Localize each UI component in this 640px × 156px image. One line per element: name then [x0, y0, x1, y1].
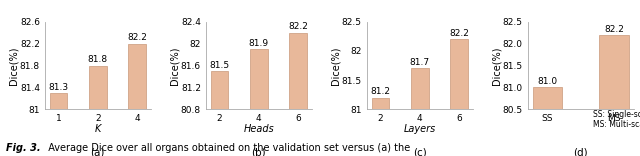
- Bar: [599, 35, 628, 109]
- Text: Fig. 3.: Fig. 3.: [6, 143, 41, 153]
- Bar: [50, 93, 67, 109]
- Text: 82.2: 82.2: [127, 33, 147, 42]
- Text: 81.2: 81.2: [371, 87, 390, 96]
- Bar: [250, 49, 268, 109]
- Text: 81.7: 81.7: [410, 58, 429, 67]
- Text: SS: Single-scale
MS: Multi-scale: SS: Single-scale MS: Multi-scale: [593, 110, 640, 129]
- Text: 82.2: 82.2: [288, 22, 308, 32]
- Y-axis label: Dice(%): Dice(%): [8, 46, 19, 85]
- Text: 82.2: 82.2: [604, 25, 624, 34]
- Text: (c): (c): [413, 148, 426, 156]
- Y-axis label: Dice(%): Dice(%): [492, 46, 501, 85]
- Text: (b): (b): [252, 148, 266, 156]
- Text: (a): (a): [91, 148, 105, 156]
- Text: 81.9: 81.9: [249, 39, 269, 48]
- X-axis label: Heads: Heads: [243, 124, 274, 134]
- Bar: [89, 66, 107, 109]
- Bar: [211, 71, 228, 109]
- Text: Average Dice over all organs obtained on the validation set versus (a) the: Average Dice over all organs obtained on…: [42, 143, 410, 153]
- Bar: [128, 44, 146, 109]
- Text: 81.0: 81.0: [538, 77, 557, 86]
- Text: 81.3: 81.3: [49, 83, 68, 92]
- Y-axis label: Dice(%): Dice(%): [170, 46, 179, 85]
- Bar: [372, 98, 389, 109]
- X-axis label: K: K: [95, 124, 101, 134]
- Text: (d): (d): [573, 148, 588, 156]
- X-axis label: Layers: Layers: [404, 124, 436, 134]
- Text: 81.8: 81.8: [88, 55, 108, 64]
- Y-axis label: Dice(%): Dice(%): [330, 46, 340, 85]
- Bar: [450, 39, 468, 109]
- Bar: [289, 33, 307, 109]
- Bar: [411, 68, 429, 109]
- Text: 81.5: 81.5: [209, 61, 230, 70]
- Bar: [532, 87, 563, 109]
- Text: 82.2: 82.2: [449, 29, 469, 38]
